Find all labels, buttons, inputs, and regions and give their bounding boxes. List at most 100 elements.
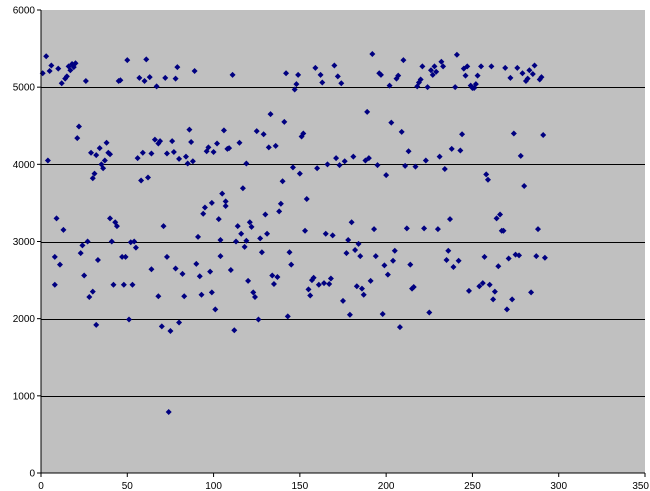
data-point-113: [222, 198, 229, 205]
data-point-64: [146, 74, 153, 81]
data-point-169: [315, 281, 322, 288]
data-point-140: [265, 144, 272, 151]
data-point-180: [334, 73, 341, 80]
data-point-36: [100, 165, 107, 172]
data-point-131: [250, 289, 257, 296]
data-point-263: [478, 63, 485, 70]
data-point-208: [383, 172, 390, 179]
data-point-74: [162, 74, 169, 81]
data-point-141: [267, 111, 274, 118]
data-point-94: [193, 260, 200, 267]
data-point-65: [148, 150, 155, 157]
data-point-28: [89, 288, 96, 295]
data-point-205: [377, 71, 384, 78]
data-point-19: [74, 135, 81, 142]
data-point-191: [353, 283, 360, 290]
data-point-38: [103, 139, 110, 146]
data-point-136: [258, 249, 265, 256]
data-point-183: [340, 297, 346, 304]
data-point-99: [201, 204, 208, 211]
data-point-31: [93, 152, 100, 159]
data-point-50: [122, 253, 129, 260]
data-point-194: [358, 285, 365, 292]
data-point-299: [540, 132, 547, 139]
data-point-202: [372, 253, 379, 260]
data-point-211: [388, 119, 395, 126]
data-point-262: [476, 283, 483, 290]
x-tick-label-1: 50: [122, 481, 134, 491]
data-point-22: [79, 242, 86, 249]
data-point-288: [521, 182, 528, 189]
data-point-110: [217, 236, 224, 243]
data-point-48: [119, 253, 126, 260]
data-point-250: [455, 257, 462, 264]
data-point-174: [324, 161, 331, 168]
data-point-30: [91, 170, 98, 177]
y-tick-label-2: 2000: [13, 314, 36, 325]
data-point-248: [452, 84, 459, 91]
data-point-293: [529, 71, 536, 78]
data-point-66: [148, 266, 155, 273]
data-point-125: [241, 243, 248, 250]
data-point-80: [170, 148, 177, 155]
data-point-132: [251, 294, 258, 301]
data-point-76: [163, 253, 170, 260]
data-point-173: [322, 230, 329, 237]
data-point-49: [120, 281, 127, 288]
data-point-20: [75, 123, 82, 130]
data-point-233: [426, 309, 433, 316]
data-point-166: [310, 274, 317, 281]
data-point-236: [431, 63, 438, 70]
data-point-269: [488, 63, 495, 70]
data-point-95: [195, 233, 202, 240]
data-point-252: [459, 131, 466, 138]
data-point-54: [129, 281, 136, 288]
x-tick-label-7: 350: [632, 481, 649, 491]
data-point-292: [528, 289, 535, 296]
data-point-283: [512, 251, 519, 258]
data-point-9: [56, 261, 63, 268]
data-point-143: [270, 280, 277, 287]
data-point-103: [208, 199, 215, 206]
data-point-15: [67, 67, 74, 74]
data-point-87: [181, 293, 188, 300]
data-point-244: [445, 247, 452, 254]
data-point-189: [350, 153, 357, 160]
data-point-285: [516, 252, 523, 259]
data-point-228: [417, 76, 424, 83]
data-point-1: [43, 53, 50, 60]
data-point-86: [179, 270, 186, 277]
data-point-59: [138, 177, 145, 184]
data-point-193: [357, 253, 364, 260]
data-point-107: [214, 140, 221, 147]
data-point-109: [217, 253, 224, 260]
data-point-21: [77, 250, 84, 257]
data-point-181: [336, 162, 343, 169]
y-tick-label-5: 5000: [13, 83, 36, 94]
data-point-170: [317, 71, 324, 78]
data-point-249: [453, 51, 460, 58]
data-point-67: [151, 136, 158, 143]
data-point-167: [312, 64, 319, 71]
y-tick-label-0: 0: [29, 469, 35, 480]
data-point-197: [364, 108, 371, 115]
y-tick-label-6: 6000: [13, 6, 36, 17]
data-point-278: [503, 306, 510, 313]
data-point-29: [89, 175, 96, 182]
data-point-276: [500, 227, 507, 234]
data-point-10: [58, 80, 65, 87]
data-point-47: [117, 77, 124, 84]
data-point-106: [212, 306, 219, 313]
data-point-220: [403, 225, 410, 232]
data-point-37: [101, 157, 108, 164]
data-point-239: [436, 153, 443, 160]
x-tick-label-4: 200: [378, 481, 395, 491]
data-point-45: [113, 223, 120, 230]
data-point-144: [272, 142, 279, 149]
data-point-7: [53, 215, 60, 222]
data-point-148: [279, 178, 286, 185]
data-point-160: [300, 130, 307, 137]
data-point-83: [174, 64, 181, 71]
x-tick-label-2: 100: [205, 481, 222, 491]
x-tick-label-3: 150: [292, 481, 309, 491]
